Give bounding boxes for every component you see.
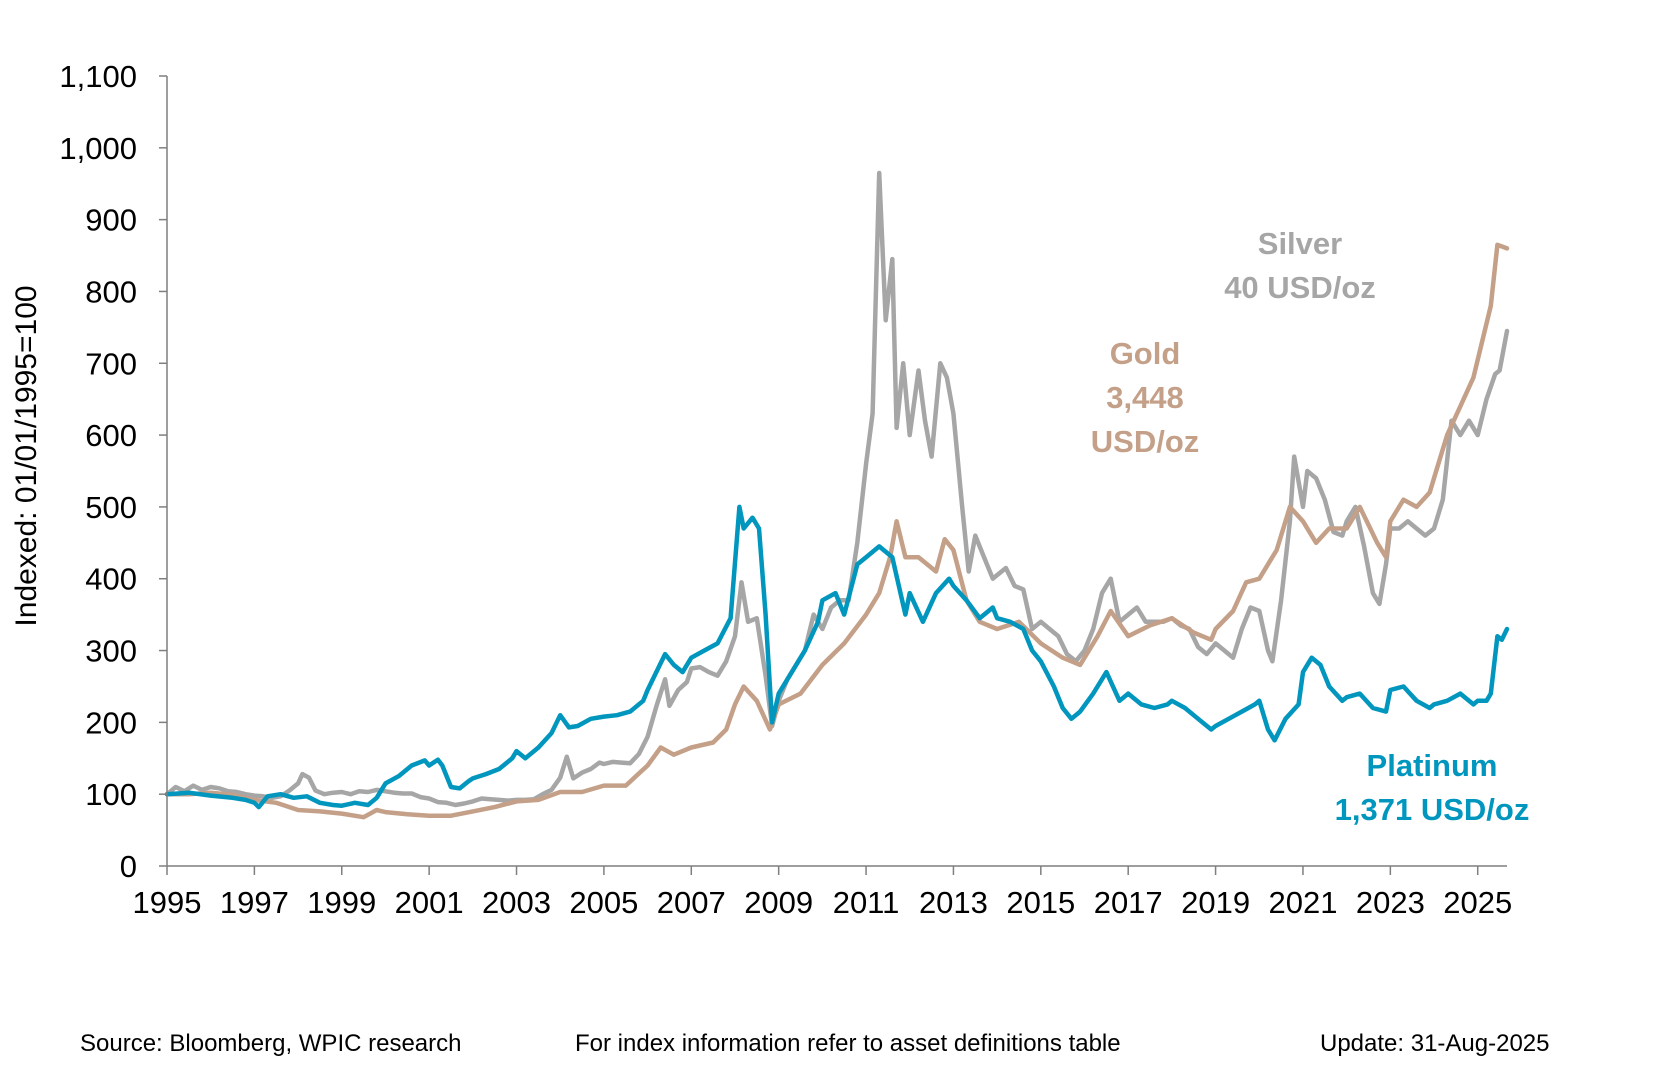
x-tick-label: 2007 xyxy=(657,885,726,920)
platinum-series-line xyxy=(164,504,1510,810)
y-tick-label: 700 xyxy=(85,346,137,381)
y-tick-label: 300 xyxy=(85,634,137,669)
y-tick-label: 600 xyxy=(85,418,137,453)
x-tick-label: 1999 xyxy=(307,885,376,920)
gold-series-label: USD/oz xyxy=(1091,424,1200,459)
footer-note: For index information refer to asset def… xyxy=(575,1030,1121,1057)
x-tick-label: 2013 xyxy=(919,885,988,920)
x-tick-label: 1997 xyxy=(220,885,289,920)
platinum-series-label: Platinum xyxy=(1367,748,1498,783)
y-tick-label: 400 xyxy=(85,562,137,597)
footer-update: Update: 31-Aug-2025 xyxy=(1320,1030,1550,1057)
x-tick-label: 2003 xyxy=(482,885,551,920)
series-group xyxy=(164,170,1510,820)
x-tick-label: 2023 xyxy=(1356,885,1425,920)
y-tick-label: 500 xyxy=(85,490,137,525)
series-labels: Silver 40 USD/oz Gold 3,448 USD/oz Platinum 1,… xyxy=(1091,226,1530,827)
x-tick-label: 2019 xyxy=(1181,885,1250,920)
platinum-series-label: 1,371 USD/oz xyxy=(1335,792,1530,827)
y-tick-label: 0 xyxy=(120,849,137,884)
x-tick-label: 2015 xyxy=(1006,885,1075,920)
silver-series-line xyxy=(164,170,1510,808)
plot-area: 0 100 200 300 400 500 600 700 800 900 1,000 1,100 19… xyxy=(59,59,1512,920)
x-tick-label: 2025 xyxy=(1443,885,1512,920)
axes-group: 0 100 200 300 400 500 600 700 800 900 1,000 1,100 19… xyxy=(59,59,1512,920)
y-tick-label: 1,100 xyxy=(59,59,137,94)
x-tick-label: 2011 xyxy=(833,885,900,920)
y-tick-label: 100 xyxy=(85,777,137,812)
x-tick-label: 2017 xyxy=(1094,885,1163,920)
x-tick-label: 2009 xyxy=(744,885,813,920)
y-tick-label: 900 xyxy=(85,203,137,238)
x-tick-label: 2005 xyxy=(569,885,638,920)
y-tick-label: 1,000 xyxy=(59,131,137,166)
x-tick-label: 2021 xyxy=(1268,885,1337,920)
x-tick-label: 2001 xyxy=(395,885,464,920)
gold-series-label: 3,448 xyxy=(1106,380,1184,415)
silver-series-label: Silver xyxy=(1258,226,1342,261)
footer-source: Source: Bloomberg, WPIC research xyxy=(80,1030,462,1057)
y-axis-title: Indexed: 01/01/1995=100 xyxy=(10,285,43,626)
y-tick-label: 200 xyxy=(85,705,137,740)
silver-series-label: 40 USD/oz xyxy=(1224,270,1376,305)
gold-series-line xyxy=(164,242,1510,820)
gold-series-label: Gold xyxy=(1110,336,1181,371)
y-axis-title-group: Indexed: 01/01/1995=100 xyxy=(10,285,43,626)
x-tick-label: 1995 xyxy=(133,885,202,920)
y-tick-label: 800 xyxy=(85,274,137,309)
